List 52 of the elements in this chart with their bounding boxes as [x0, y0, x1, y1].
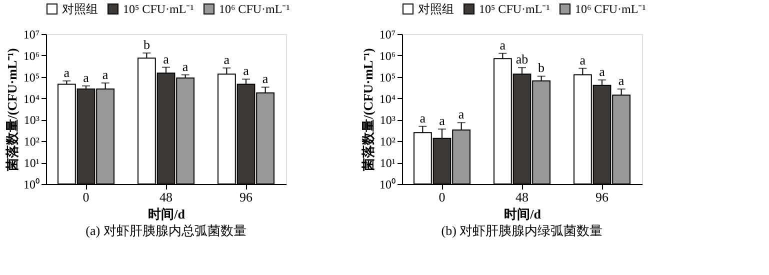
- y-tick-label: 10⁵: [379, 70, 396, 84]
- y-tick-label: 10¹: [380, 156, 396, 170]
- y-tick-label: 10³: [24, 113, 40, 128]
- legend-label: 10⁶ CFU·mL⁻¹: [575, 2, 646, 16]
- x-tick-label: 48: [516, 190, 528, 204]
- data-label: a: [182, 58, 188, 74]
- y-tick-label: 10²: [380, 134, 396, 149]
- legend-label: 对照组: [418, 2, 454, 16]
- data-label: a: [64, 64, 70, 80]
- data-label: a: [224, 52, 230, 67]
- x-tick-label: 0: [438, 190, 446, 204]
- legend-label: 10⁶ CFU·mL⁻¹: [219, 2, 290, 16]
- data-label: a: [439, 113, 446, 128]
- y-tick-label: 10⁶: [379, 48, 396, 63]
- x-tick-label: 0: [82, 190, 90, 204]
- y-axis-title: 菌落数量/(CFU·mL⁻¹): [360, 48, 376, 172]
- y-tick-label: 10⁷: [379, 28, 396, 42]
- y-tick-label: 10⁰: [380, 178, 396, 192]
- y-tick-label: 10⁶: [23, 48, 40, 63]
- x-tick-label: 96: [240, 190, 253, 204]
- y-tick-label: 10⁴: [23, 92, 40, 106]
- data-label: ab: [516, 52, 528, 67]
- y-tick-label: 10⁴: [379, 92, 396, 106]
- x-tick-label: 96: [596, 190, 609, 204]
- data-label: a: [618, 73, 624, 88]
- data-label: b: [143, 36, 150, 52]
- y-tick-label: 10⁰: [24, 178, 40, 192]
- y-tick-label: 10⁵: [23, 70, 40, 84]
- legend-label: 对照组: [62, 2, 98, 16]
- data-label: a: [262, 71, 268, 86]
- data-label: a: [500, 37, 506, 52]
- y-tick-label: 10²: [24, 134, 40, 149]
- text: (b) 对虾肝胰腺内绿弧菌数量: [441, 223, 603, 238]
- y-tick-label: 10¹: [24, 156, 40, 170]
- data-label: a: [420, 110, 426, 126]
- text: (a) 对虾肝胰腺内总弧菌数量: [86, 223, 246, 238]
- data-label: a: [83, 70, 90, 85]
- x-axis-title: 时间/d: [504, 206, 542, 222]
- y-axis-title: 菌落数量/(CFU·mL⁻¹): [4, 48, 20, 172]
- data-label: a: [580, 52, 586, 68]
- data-label: a: [243, 63, 250, 78]
- data-label: a: [458, 106, 464, 122]
- y-tick-label: 10⁷: [23, 28, 40, 42]
- data-label: b: [538, 60, 545, 76]
- x-axis-title: 时间/d: [148, 206, 186, 222]
- legend-label: 10⁵ CFU·mL⁻¹: [123, 2, 194, 16]
- x-tick-label: 48: [160, 190, 172, 204]
- data-label: a: [102, 66, 108, 82]
- data-label: a: [163, 51, 170, 66]
- y-tick-label: 10³: [380, 113, 396, 128]
- legend-label: 10⁵ CFU·mL⁻¹: [479, 2, 550, 16]
- data-label: a: [599, 64, 606, 79]
